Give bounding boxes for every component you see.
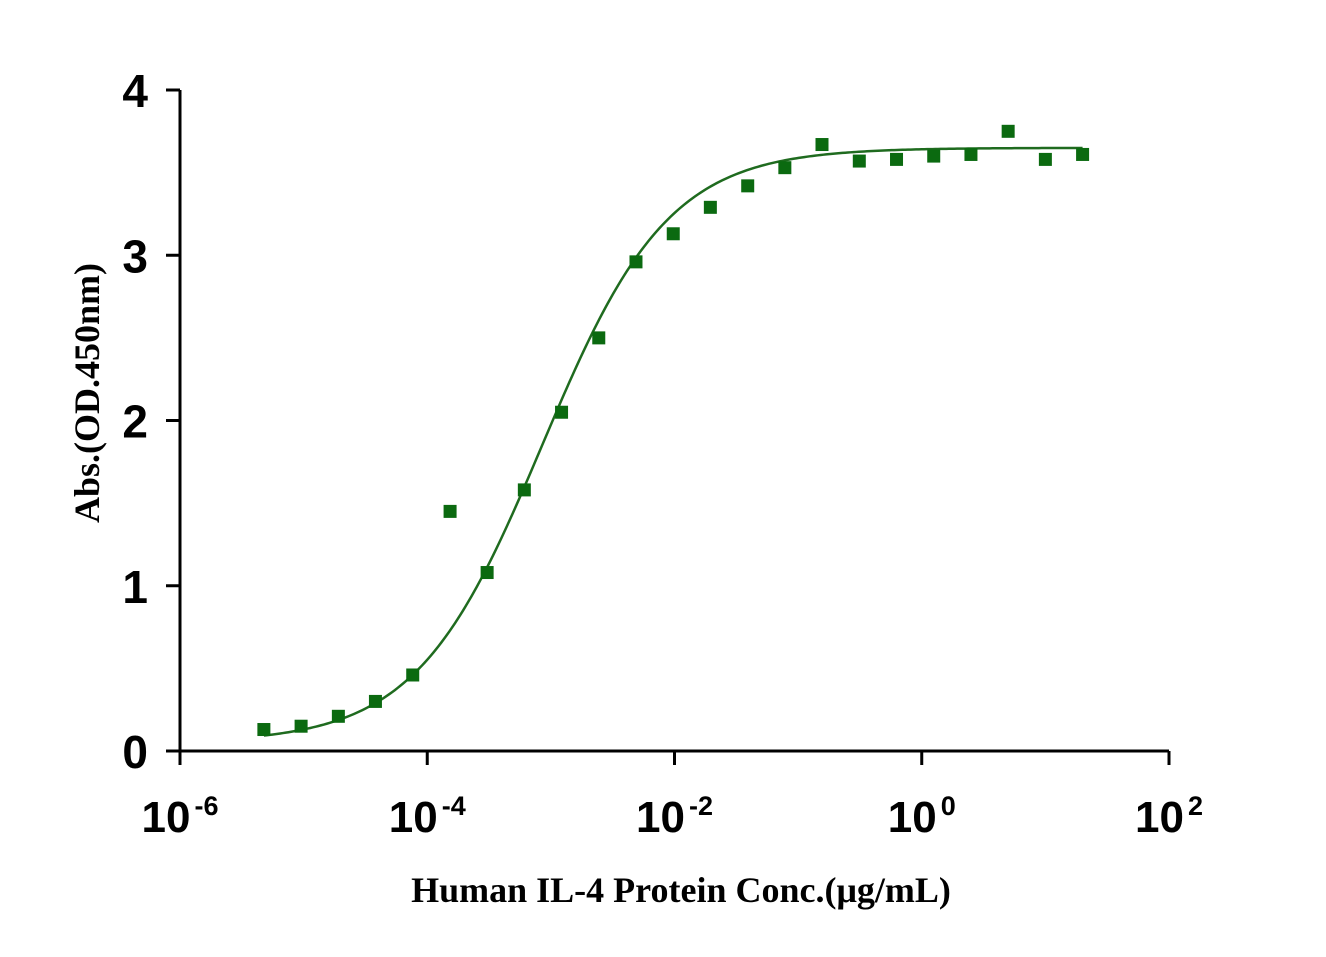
axes [178,90,1169,753]
data-point [331,709,345,723]
fit-curve [263,146,1083,737]
x-tick-label: 10 -4 [389,791,466,842]
x-axis-ticks: 10 -6 10 -4 10 -2 10 0 10 2 [142,751,1203,842]
data-point [294,719,308,733]
data-point [815,138,829,152]
y-tick-label: 1 [122,561,148,613]
x-tick-label: 10 2 [1135,791,1203,842]
data-point [257,723,271,737]
data-point [778,161,792,175]
data-point [443,504,457,518]
x-tick-label: 10 -6 [142,791,219,842]
data-point [890,152,904,166]
data-point [666,227,680,241]
data-point [741,179,755,193]
data-point [555,405,569,419]
x-tick-label: 10 0 [888,791,956,842]
x-tick-label: 10 -2 [636,791,713,842]
y-tick-label: 4 [122,65,148,117]
y-tick-label: 2 [122,396,148,448]
data-point [1076,147,1090,161]
data-point [1038,152,1052,166]
data-point [964,147,978,161]
data-point [517,483,531,497]
data-point [927,149,941,163]
data-point [368,694,382,708]
y-tick-label: 3 [122,230,148,282]
x-axis-title: Human IL-4 Protein Conc.(μg/mL) [411,870,951,910]
data-point [406,668,420,682]
data-point [480,566,494,580]
data-point [1001,124,1015,138]
data-point [852,154,866,168]
y-axis-ticks: 0 1 2 3 4 [122,65,180,778]
data-point [592,331,606,345]
y-tick-label: 0 [122,726,148,778]
data-point [703,200,717,214]
y-axis-title: Abs.(OD.450nm) [67,263,107,523]
data-points [257,124,1090,737]
data-point [629,255,643,269]
